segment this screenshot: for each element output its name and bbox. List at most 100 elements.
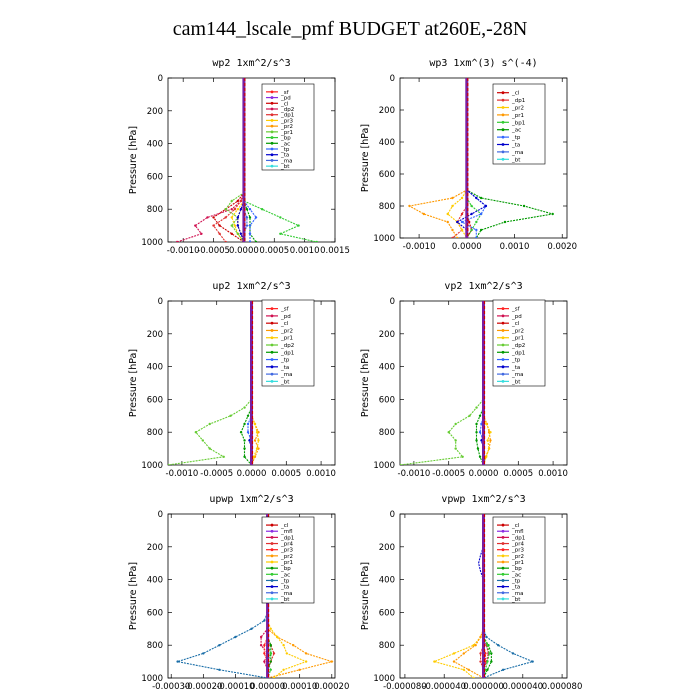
legend-label: _ta [280, 365, 289, 371]
data-point [253, 422, 257, 426]
y-tick-label: 600 [379, 170, 395, 180]
data-point [259, 635, 263, 639]
legend-label: _pr1 [511, 113, 524, 119]
series-group [407, 78, 554, 238]
legend-marker [501, 566, 505, 570]
panel-3: up2 1xm^2/s^3 0 200 400 600 800 1000-0.0010 -0.… [128, 281, 336, 479]
legend-label: _ma [511, 591, 523, 597]
legend-label: _pr2 [280, 328, 293, 334]
data-point [497, 644, 500, 647]
data-point [489, 431, 492, 434]
legend-label: _pr1 [511, 336, 524, 342]
data-point [269, 627, 272, 630]
legend-marker [270, 321, 274, 325]
data-point [200, 232, 203, 235]
legend-marker [501, 542, 505, 545]
data-point [447, 431, 450, 434]
legend-marker [270, 124, 274, 128]
data-point [470, 204, 473, 208]
legend-marker [270, 372, 274, 376]
legend-marker [501, 91, 505, 95]
legend-label: _cl [280, 101, 289, 107]
data-point [479, 635, 482, 639]
data-point [243, 447, 246, 450]
y-axis-label: Pressure [hPa] [360, 124, 371, 192]
panel-2: wp3 1xm^(3) s^(-4) 0 200 400 600 800 1000 -0.00… [360, 58, 577, 252]
legend-marker [270, 379, 274, 383]
legend-marker [501, 379, 505, 383]
y-tick-label: 200 [379, 543, 395, 553]
x-tick-label: 0.000080 [542, 682, 583, 692]
data-point [236, 199, 240, 203]
legend: _sf_pd_cl_dp2_dp1_pr3_pr2_pr1_bp_ac_tp_t… [261, 83, 315, 171]
x-tick-label: -0.0010 [398, 469, 431, 479]
y-tick-label: 800 [147, 428, 163, 438]
data-point [250, 627, 253, 630]
data-point [452, 660, 456, 663]
data-point [451, 228, 454, 232]
y-tick-label: 1000 [373, 461, 395, 471]
data-point [248, 232, 252, 235]
legend-marker [270, 560, 274, 564]
legend-label: _ta [511, 365, 520, 371]
legend-label: _pr3 [280, 118, 294, 124]
y-tick-label: 200 [379, 330, 395, 340]
legend-marker [501, 343, 505, 347]
data-point [511, 652, 515, 655]
legend-marker [270, 101, 274, 105]
legend-label: _pr2 [511, 554, 524, 560]
x-tick-label: 0.00020 [314, 682, 349, 692]
y-tick-label: 400 [379, 138, 395, 148]
data-point [461, 455, 464, 458]
legend-marker [501, 113, 505, 117]
panel-6: vpwp 1xm^2/s^3 0 200 400 600 800 1000-0.000080… [360, 494, 582, 692]
data-point [501, 668, 505, 671]
data-point [263, 619, 266, 622]
data-point [230, 232, 233, 235]
y-tick-label: 600 [147, 395, 163, 405]
x-tick-label: -0.0010 [167, 246, 200, 256]
data-point [462, 668, 466, 671]
y-tick-label: 1000 [373, 234, 395, 244]
data-point [475, 196, 478, 200]
legend: _cl_mfl_dp1_pr4_pr3_pr2_pr1_bp_ac_tp_ta_… [492, 516, 546, 604]
x-tick-label: -0.0010 [166, 469, 199, 479]
legend-label: _ma [280, 158, 292, 164]
data-point [239, 232, 243, 235]
y-tick-label: 1000 [141, 674, 163, 684]
data-point [472, 644, 475, 647]
data-point [478, 414, 482, 417]
legend-marker [270, 365, 274, 369]
legend-marker [501, 128, 505, 132]
data-point [454, 422, 457, 426]
data-point [467, 668, 470, 671]
data-point [272, 676, 276, 678]
legend-marker [270, 147, 274, 151]
data-point [206, 216, 209, 219]
legend-marker [270, 96, 274, 99]
y-tick-label: 400 [147, 576, 163, 586]
legend-label: _pr1 [280, 130, 293, 136]
plot-frame [167, 513, 336, 679]
legend-label: _ac [280, 141, 290, 147]
plot-frame [167, 77, 336, 243]
data-point [460, 196, 464, 200]
data-point [218, 232, 221, 235]
data-point [269, 652, 272, 655]
data-point [255, 431, 259, 434]
data-point [255, 447, 259, 450]
y-tick-label: 800 [147, 205, 163, 215]
series-line-pr1 [453, 514, 485, 678]
data-point [212, 224, 215, 227]
legend-marker [501, 157, 505, 161]
legend-marker [270, 591, 274, 595]
data-point [478, 431, 482, 434]
legend-marker [270, 336, 274, 340]
series-group [175, 78, 318, 242]
data-point [489, 439, 492, 442]
legend-marker [270, 107, 274, 111]
data-point [454, 439, 457, 442]
data-point [224, 240, 227, 242]
legend-label: _dp1 [511, 535, 525, 541]
legend-label: _tp [511, 578, 521, 584]
